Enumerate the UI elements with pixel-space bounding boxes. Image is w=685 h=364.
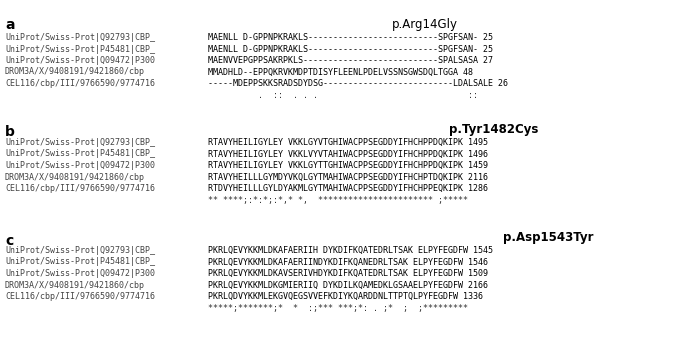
Text: UniProt/Swiss-Prot|Q92793|CBP_: UniProt/Swiss-Prot|Q92793|CBP_ bbox=[5, 138, 155, 147]
Text: MAENVVEPGPPSAKRPKLS---------------------------SPALSASA 27: MAENVVEPGPPSAKRPKLS---------------------… bbox=[208, 56, 493, 65]
Text: RTAVYHEILLLGYMDYVKQLGYTMAHIWACPPSEGDDYIFHCHPTDQKIPK 2116: RTAVYHEILLLGYMDYVKQLGYTMAHIWACPPSEGDDYIF… bbox=[208, 173, 488, 182]
Text: CEL116/cbp/III/9766590/9774716: CEL116/cbp/III/9766590/9774716 bbox=[5, 292, 155, 301]
Text: RTAVYHEILIGYLEY VKKLVYVTAHIWACPPSEGDDYIFHCHPPDQKIPK 1496: RTAVYHEILIGYLEY VKKLVYVTAHIWACPPSEGDDYIF… bbox=[208, 150, 488, 158]
Text: UniProt/Swiss-Prot|P45481|CBP_: UniProt/Swiss-Prot|P45481|CBP_ bbox=[5, 257, 155, 266]
Text: RTAVYHEILIGYLEY VKKLGYVTGHIWACPPSEGDDYIFHCHPPDQKIPK 1495: RTAVYHEILIGYLEY VKKLGYVTGHIWACPPSEGDDYIF… bbox=[208, 138, 488, 147]
Text: MMADHLD--EPPQKRVKMDPTDISYFLEENLPDELVSSNSGWSDQLTGGA 48: MMADHLD--EPPQKRVKMDPTDISYFLEENLPDELVSSNS… bbox=[208, 67, 473, 76]
Text: a: a bbox=[5, 18, 14, 32]
Text: PKRLQEVYKKMLDKGMIERIIQ DYKDILKQAMEDKLGSAAELPYFEGDFW 2166: PKRLQEVYKKMLDKGMIERIIQ DYKDILKQAMEDKLGSA… bbox=[208, 281, 488, 289]
Text: MAENLL D-GPPNPKRAKLS--------------------------SPGFSAN- 25: MAENLL D-GPPNPKRAKLS--------------------… bbox=[208, 44, 493, 54]
Text: p.Arg14Gly: p.Arg14Gly bbox=[392, 18, 458, 31]
Text: PKRLQDVYKKMLEKGVQEGSVVEFKDIYKQARDDNLTTPTQLPYFEGDFW 1336: PKRLQDVYKKMLEKGVQEGSVVEFKDIYKQARDDNLTTPT… bbox=[208, 292, 483, 301]
Text: -----MDEPPSKKSRADSDYDSG--------------------------LDALSALE 26: -----MDEPPSKKSRADSDYDSG-----------------… bbox=[208, 79, 508, 88]
Text: DROM3A/X/9408191/9421860/cbp: DROM3A/X/9408191/9421860/cbp bbox=[5, 67, 145, 76]
Text: UniProt/Swiss-Prot|Q92793|CBP_: UniProt/Swiss-Prot|Q92793|CBP_ bbox=[5, 33, 155, 42]
Text: *****;*******;*  *  :;*** ***;*: . ;*  ;  ;*********: *****;*******;* * :;*** ***;*: . ;* ; ;*… bbox=[208, 305, 468, 313]
Text: CEL116/cbp/III/9766590/9774716: CEL116/cbp/III/9766590/9774716 bbox=[5, 184, 155, 193]
Text: MAENLL D-GPPNPKRAKLS--------------------------SPGFSAN- 25: MAENLL D-GPPNPKRAKLS--------------------… bbox=[208, 33, 493, 42]
Text: UniProt/Swiss-Prot|Q09472|P300: UniProt/Swiss-Prot|Q09472|P300 bbox=[5, 161, 155, 170]
Text: UniProt/Swiss-Prot|Q09472|P300: UniProt/Swiss-Prot|Q09472|P300 bbox=[5, 56, 155, 65]
Text: UniProt/Swiss-Prot|Q92793|CBP_: UniProt/Swiss-Prot|Q92793|CBP_ bbox=[5, 246, 155, 255]
Text: PKRLQEVYKKMLDKAVSERIVHDYKDIFKQATEDRLTSAK ELPYFEGDFW 1509: PKRLQEVYKKMLDKAVSERIVHDYKDIFKQATEDRLTSAK… bbox=[208, 269, 488, 278]
Text: b: b bbox=[5, 125, 15, 139]
Text: CEL116/cbp/III/9766590/9774716: CEL116/cbp/III/9766590/9774716 bbox=[5, 79, 155, 88]
Text: RTDVYHEILLLGYLDYAKMLGYTMAHIWACPPSEGDDYIFHCHPPEQKIPK 1286: RTDVYHEILLLGYLDYAKMLGYTMAHIWACPPSEGDDYIF… bbox=[208, 184, 488, 193]
Text: PKRLQEVYKKMLDKAFAERIIH DYKDIFKQATEDRLTSAK ELPYFEGDFW 1545: PKRLQEVYKKMLDKAFAERIIH DYKDIFKQATEDRLTSA… bbox=[208, 246, 493, 255]
Text: UniProt/Swiss-Prot|P45481|CBP_: UniProt/Swiss-Prot|P45481|CBP_ bbox=[5, 44, 155, 54]
Text: PKRLQEVYKKMLDKAFAERIINDYKDIFKQANEDRLTSAK ELPYFEGDFW 1546: PKRLQEVYKKMLDKAFAERIINDYKDIFKQANEDRLTSAK… bbox=[208, 257, 488, 266]
Text: DROM3A/X/9408191/9421860/cbp: DROM3A/X/9408191/9421860/cbp bbox=[5, 281, 145, 289]
Text: ** ****;:*:*;:*,* *,  *********************** ;*****: ** ****;:*:*;:*,* *, *******************… bbox=[208, 197, 468, 206]
Text: UniProt/Swiss-Prot|Q09472|P300: UniProt/Swiss-Prot|Q09472|P300 bbox=[5, 269, 155, 278]
Text: RTAVYHEILIGYLEY VKKLGYTTGHIWACPPSEGDDYIFHCHPPDQKIPK 1459: RTAVYHEILIGYLEY VKKLGYTTGHIWACPPSEGDDYIF… bbox=[208, 161, 488, 170]
Text: c: c bbox=[5, 234, 13, 248]
Text: DROM3A/X/9408191/9421860/cbp: DROM3A/X/9408191/9421860/cbp bbox=[5, 173, 145, 182]
Text: p.Tyr1482Cys: p.Tyr1482Cys bbox=[449, 123, 538, 136]
Text: .  ::  . . .                              ::: . :: . . . :: bbox=[208, 91, 478, 100]
Text: UniProt/Swiss-Prot|P45481|CBP_: UniProt/Swiss-Prot|P45481|CBP_ bbox=[5, 150, 155, 158]
Text: p.Asp1543Tyr: p.Asp1543Tyr bbox=[503, 231, 593, 244]
